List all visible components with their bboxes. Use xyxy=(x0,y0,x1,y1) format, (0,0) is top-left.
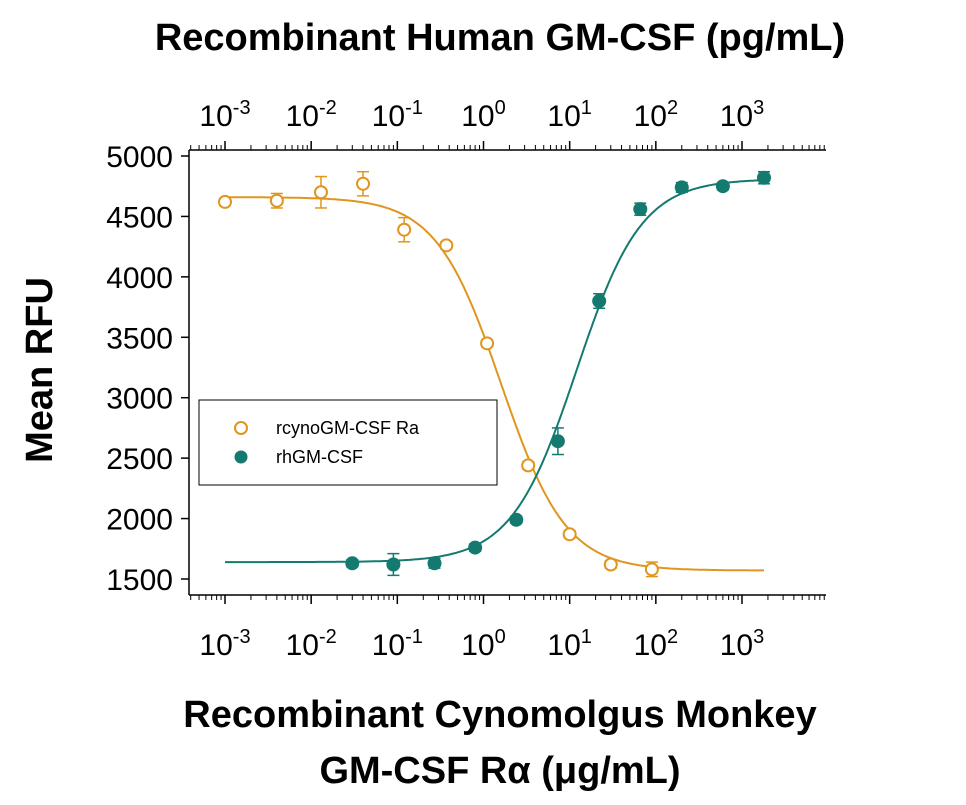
marker-open-circle xyxy=(269,193,284,208)
data-point xyxy=(674,180,689,195)
data-point xyxy=(562,527,577,542)
marker-open-circle xyxy=(521,458,536,473)
x-tick-label: 10-2 xyxy=(286,97,337,133)
marker-filled-circle xyxy=(550,434,565,449)
marker-filled-circle xyxy=(715,179,730,194)
fit-curve-rcyno xyxy=(225,196,764,572)
x-axis-title-line1: Recombinant Cynomolgus Monkey xyxy=(183,694,816,736)
x-tick-label: 102 xyxy=(634,626,679,662)
marker-filled-circle xyxy=(592,294,607,309)
data-points xyxy=(218,170,771,578)
data-point xyxy=(439,238,454,253)
data-point xyxy=(386,552,401,577)
x-ticks-top: 10-3 10-2 10-1 100 101 102 103 xyxy=(190,97,825,150)
x-tick-label: 101 xyxy=(547,97,592,133)
marker-open-circle xyxy=(397,222,412,237)
marker-open-circle xyxy=(562,527,577,542)
legend-label-rhgm: rhGM-CSF xyxy=(276,447,363,467)
marker-open-circle xyxy=(603,557,618,572)
data-point xyxy=(345,556,360,571)
fit-curve-rhgm xyxy=(225,179,764,564)
marker-filled-circle xyxy=(427,556,442,571)
data-point xyxy=(397,216,412,243)
data-point xyxy=(468,540,483,555)
x-tick-label: 103 xyxy=(720,97,765,133)
data-point xyxy=(269,192,284,209)
legend-label-rcyno: rcynoGM-CSF Ra xyxy=(276,418,420,438)
fit-curves xyxy=(225,179,764,572)
x-tick-label: 10-3 xyxy=(199,626,250,662)
data-point xyxy=(427,556,442,571)
x-tick-label: 10-1 xyxy=(372,97,423,133)
data-point xyxy=(509,512,524,527)
marker-open-circle xyxy=(439,238,454,253)
data-point xyxy=(715,179,730,194)
marker-filled-circle xyxy=(345,556,360,571)
y-tick-label: 2000 xyxy=(106,504,173,537)
top-axis-title: Recombinant Human GM-CSF (pg/mL) xyxy=(155,17,845,59)
x-tick-label: 103 xyxy=(720,626,765,662)
marker-open-circle xyxy=(356,176,371,191)
y-tick-label: 1500 xyxy=(106,564,173,597)
marker-open-circle xyxy=(480,336,495,351)
y-axis-title: Mean RFU xyxy=(19,277,61,463)
legend: rcynoGM-CSF Ra rhGM-CSF xyxy=(198,399,498,486)
data-point xyxy=(633,202,648,217)
data-point xyxy=(356,170,371,197)
marker-open-circle xyxy=(313,185,328,200)
marker-filled-circle xyxy=(468,540,483,555)
y-tick-label: 2500 xyxy=(106,443,173,476)
data-point xyxy=(480,336,495,351)
data-point xyxy=(644,561,659,578)
data-point xyxy=(550,427,565,456)
x-tick-label: 10-1 xyxy=(372,626,423,662)
data-point xyxy=(756,170,771,185)
data-point xyxy=(313,175,328,209)
y-tick-label: 5000 xyxy=(106,141,173,174)
marker-filled-circle xyxy=(756,170,771,185)
axes xyxy=(188,149,826,596)
x-tick-label: 101 xyxy=(547,626,592,662)
data-point xyxy=(592,293,607,310)
data-point xyxy=(603,557,618,572)
marker-filled-circle xyxy=(633,202,648,217)
x-ticks-bottom: 10-3 10-2 10-1 100 101 102 103 xyxy=(190,595,825,662)
marker-filled-circle xyxy=(386,557,401,572)
x-tick-label: 102 xyxy=(634,97,679,133)
y-ticks: 1500 2000 2500 3000 3500 4000 4500 5000 xyxy=(106,141,189,597)
x-axis-title-line2: GM-CSF Rα (μg/mL) xyxy=(319,750,680,792)
marker-open-circle xyxy=(644,562,659,577)
legend-marker-rhgm xyxy=(234,450,248,464)
marker-filled-circle xyxy=(509,512,524,527)
data-point xyxy=(521,458,536,473)
y-tick-label: 4500 xyxy=(106,201,173,234)
y-tick-label: 4000 xyxy=(106,262,173,295)
x-tick-label: 10-2 xyxy=(286,626,337,662)
marker-filled-circle xyxy=(674,180,689,195)
x-tick-label: 10-3 xyxy=(199,97,250,133)
marker-open-circle xyxy=(218,194,232,209)
x-tick-label: 100 xyxy=(461,97,506,133)
y-tick-label: 3000 xyxy=(106,383,173,416)
data-point xyxy=(218,194,232,209)
legend-box xyxy=(198,399,498,486)
x-tick-label: 100 xyxy=(461,626,506,662)
y-tick-label: 3500 xyxy=(106,322,173,355)
legend-marker-rcyno xyxy=(234,421,248,435)
